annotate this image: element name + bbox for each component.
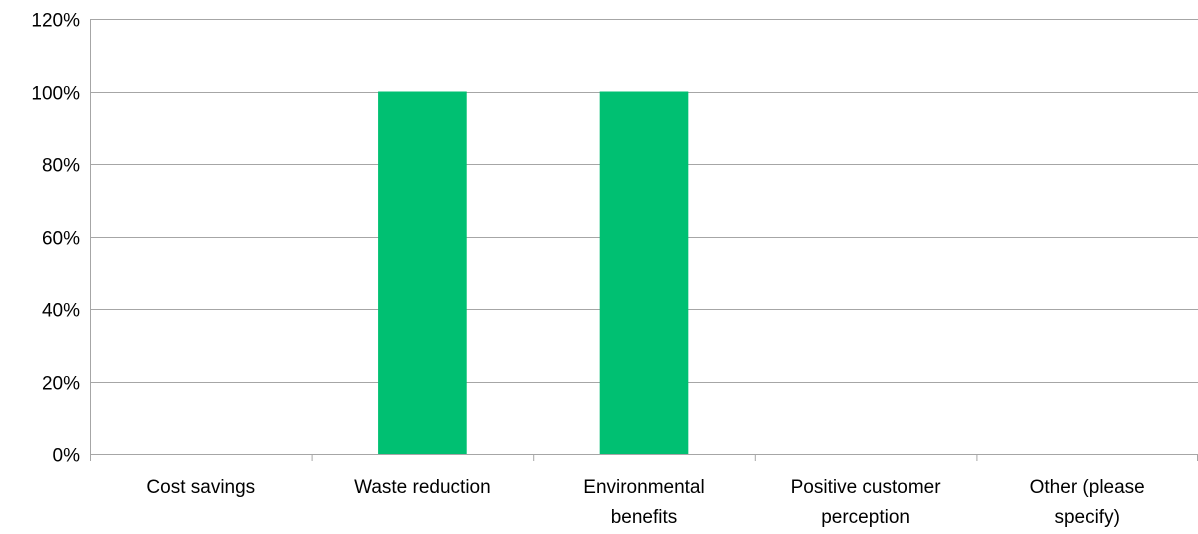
y-tick-label: 20% [42,374,80,395]
x-category-label-line: specify) [1054,507,1119,528]
y-tick-label: 80% [42,156,80,177]
y-tick-label: 0% [53,446,81,467]
x-category-label-line: Other (please [1030,477,1145,498]
y-tick-label: 100% [31,84,80,105]
bars [378,91,689,454]
x-category-label: Other (please specify) [1030,477,1145,528]
y-tick-label: 120% [31,11,80,32]
bar [599,91,689,454]
y-tick-label: 60% [42,229,80,250]
x-category-label: Positive customer perception [791,477,942,528]
x-category-label-line: Positive customer [791,477,942,498]
y-tick-label: 40% [42,301,80,322]
bar [378,91,467,454]
x-category-label-line: Cost savings [146,477,255,498]
x-axis-category-labels: Cost savings Waste reduction Environmental… [146,477,1144,528]
x-category-label: Waste reduction [354,477,491,498]
x-category-label: Cost savings [146,477,255,498]
x-category-label-line: Environmental [583,477,704,498]
y-axis-tick-labels: 0% 20% 40% 60% 80% 100% 120% [31,11,80,467]
x-category-label-line: Waste reduction [354,477,491,498]
x-category-label: Environmental benefits [583,477,704,528]
x-category-label-line: perception [821,507,910,528]
x-category-label-line: benefits [611,507,678,528]
